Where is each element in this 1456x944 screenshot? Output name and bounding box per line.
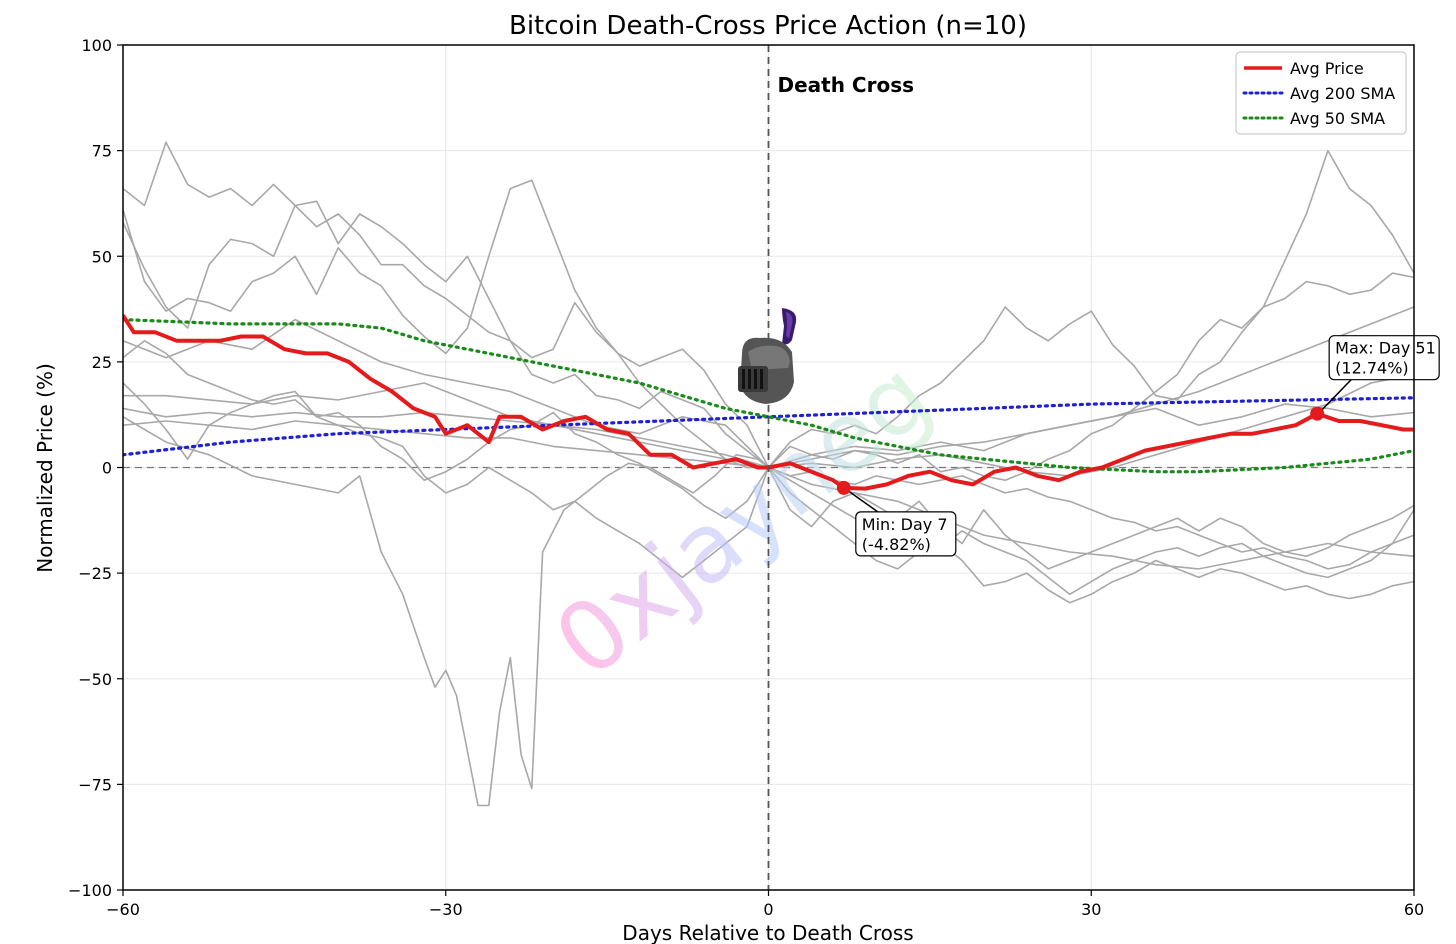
annotation-arrow: [1319, 379, 1352, 413]
y-axis-ticks: 100 75 50 25 0 −25 −50 −75 −100: [68, 36, 123, 900]
legend: Avg Price Avg 200 SMA Avg 50 SMA: [1235, 51, 1407, 135]
legend-label-avg-200-sma: Avg 200 SMA: [1290, 84, 1395, 103]
x-tick-label: −60: [106, 900, 140, 919]
x-tick-label: 0: [763, 900, 773, 919]
annotation-label-line1: Min: Day 7: [862, 515, 948, 534]
death-cross-marker: Death Cross: [767, 45, 915, 890]
annotations: Min: Day 7(-4.82%) Max: Day 51(12.74%): [836, 335, 1440, 557]
x-axis-label: Days Relative to Death Cross: [622, 921, 913, 944]
knight-helmet-icon: [738, 308, 797, 404]
y-axis-label: Normalized Price (%): [33, 363, 57, 573]
annotation-point: [836, 480, 851, 495]
annotation-box: [855, 511, 957, 557]
annotation-label-line2: (-4.82%): [862, 535, 931, 554]
annotation-point: [1310, 406, 1325, 421]
x-tick-label: −30: [429, 900, 463, 919]
x-tick-label: 30: [1081, 900, 1101, 919]
legend-box: [1235, 51, 1407, 135]
death-cross-label: Death Cross: [778, 73, 915, 97]
y-tick-label: −100: [68, 881, 112, 900]
series-lines: [123, 314, 1414, 491]
legend-label-avg-price: Avg Price: [1290, 59, 1364, 78]
y-tick-label: 25: [92, 353, 112, 372]
series-line-avg-50-sma: [123, 318, 1414, 474]
y-tick-label: −25: [78, 564, 112, 583]
annotation-box: [1328, 335, 1440, 381]
y-tick-label: 0: [102, 459, 112, 478]
legend-label-avg-50-sma: Avg 50 SMA: [1290, 109, 1385, 128]
series-line-avg-price: [123, 314, 1414, 491]
y-tick-label: −75: [78, 775, 112, 794]
y-tick-label: 75: [92, 142, 112, 161]
annotation-label-line2: (12.74%): [1335, 359, 1409, 378]
y-tick-label: 100: [81, 36, 112, 55]
y-tick-label: 50: [92, 247, 112, 266]
chart-title: Bitcoin Death-Cross Price Action (n=10): [509, 11, 1027, 41]
x-tick-label: 60: [1404, 900, 1424, 919]
annotation-label-line1: Max: Day 51: [1335, 339, 1436, 358]
series-line-avg-200-sma: [123, 396, 1414, 457]
x-axis-ticks: −60 −30 0 30 60: [106, 890, 1424, 919]
y-tick-label: −50: [78, 670, 112, 689]
annotation-arrow: [846, 489, 879, 513]
